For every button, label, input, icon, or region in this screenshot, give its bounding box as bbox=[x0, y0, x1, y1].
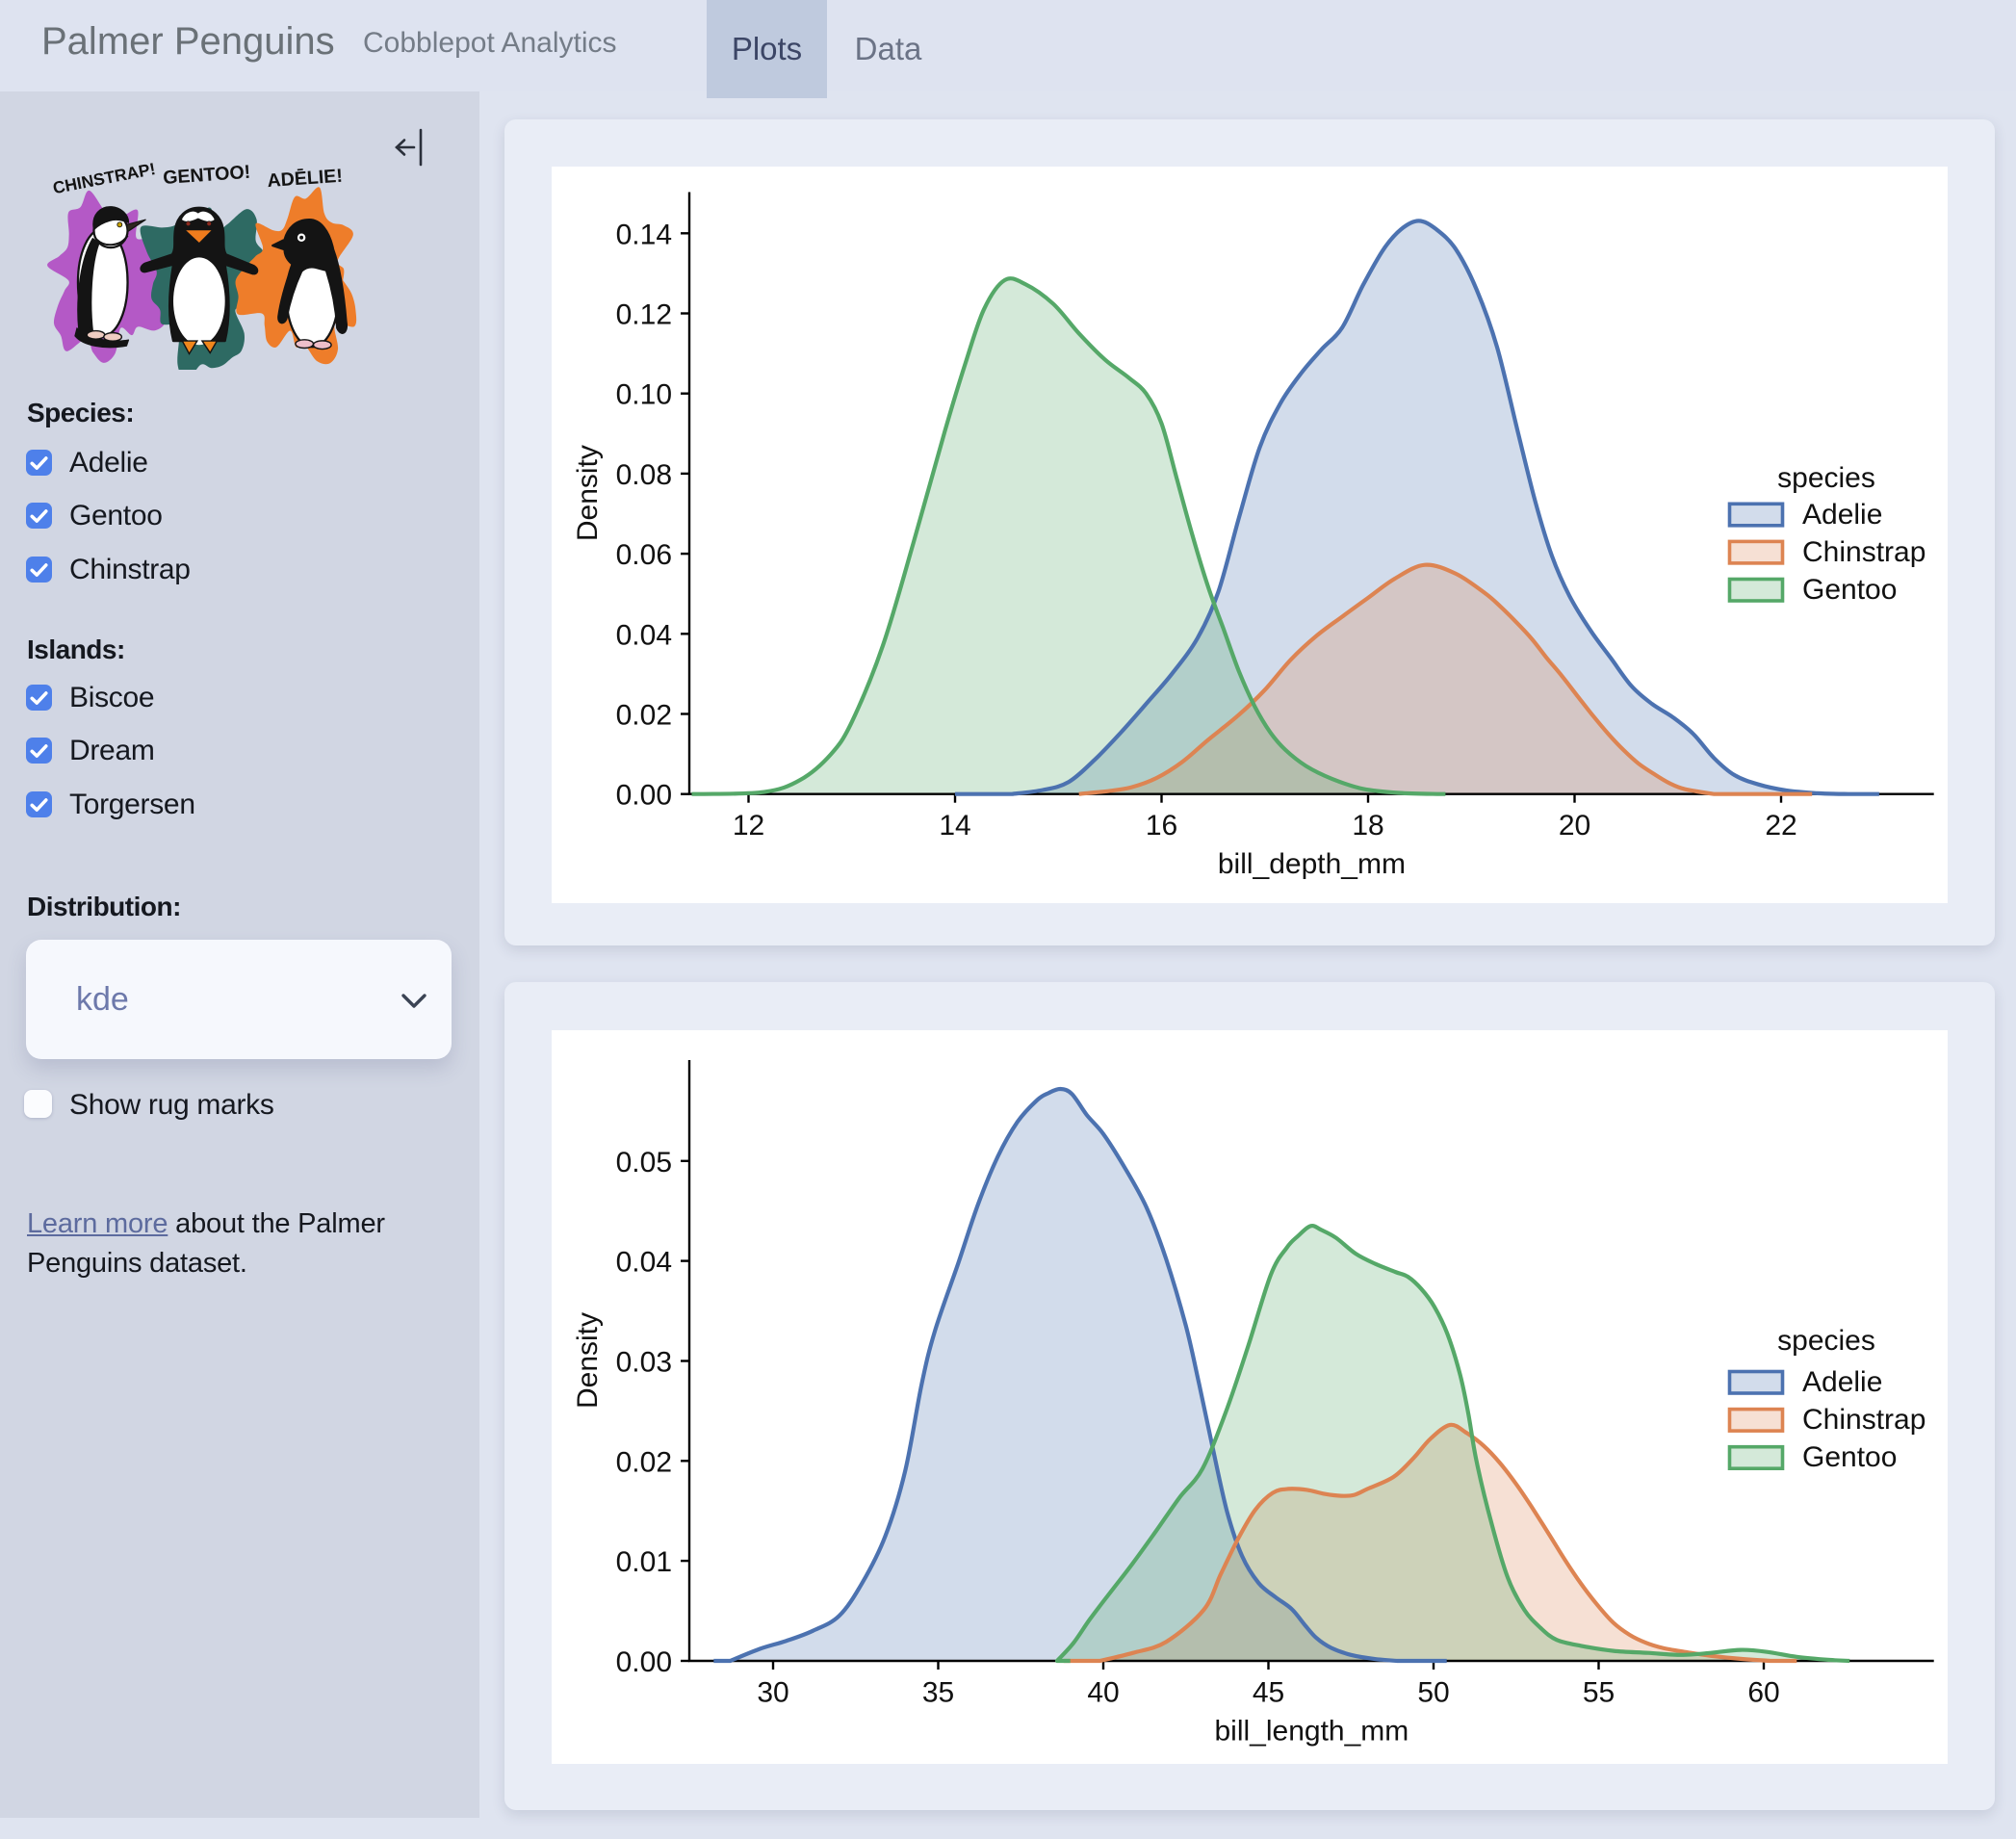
svg-text:18: 18 bbox=[1352, 810, 1383, 842]
svg-text:35: 35 bbox=[922, 1677, 954, 1709]
svg-text:CHINSTRAP!: CHINSTRAP! bbox=[51, 159, 157, 197]
svg-text:0.08: 0.08 bbox=[616, 459, 672, 491]
svg-text:50: 50 bbox=[1417, 1677, 1449, 1709]
svg-text:0.14: 0.14 bbox=[616, 219, 672, 250]
svg-text:Gentoo: Gentoo bbox=[1802, 574, 1897, 606]
svg-text:Adelie: Adelie bbox=[1802, 1366, 1882, 1398]
svg-text:Density: Density bbox=[572, 445, 604, 541]
svg-text:30: 30 bbox=[757, 1677, 788, 1709]
svg-text:0.04: 0.04 bbox=[616, 1247, 672, 1279]
svg-text:20: 20 bbox=[1559, 810, 1590, 842]
svg-text:bill_length_mm: bill_length_mm bbox=[1215, 1716, 1409, 1748]
svg-text:bill_depth_mm: bill_depth_mm bbox=[1218, 848, 1406, 880]
svg-text:Gentoo: Gentoo bbox=[1802, 1441, 1897, 1473]
svg-text:12: 12 bbox=[733, 810, 764, 842]
svg-text:Density: Density bbox=[572, 1312, 604, 1409]
svg-text:Chinstrap: Chinstrap bbox=[1802, 1404, 1926, 1436]
svg-text:Adelie: Adelie bbox=[1802, 499, 1882, 531]
svg-text:species: species bbox=[1777, 1325, 1875, 1357]
svg-text:55: 55 bbox=[1583, 1677, 1615, 1709]
svg-text:0.06: 0.06 bbox=[616, 539, 672, 571]
svg-text:species: species bbox=[1777, 462, 1875, 494]
svg-text:0.04: 0.04 bbox=[616, 619, 672, 651]
svg-text:45: 45 bbox=[1253, 1677, 1284, 1709]
svg-text:22: 22 bbox=[1765, 810, 1796, 842]
svg-text:0.00: 0.00 bbox=[616, 780, 672, 812]
svg-text:0.10: 0.10 bbox=[616, 379, 672, 411]
svg-text:0.02: 0.02 bbox=[616, 700, 672, 732]
svg-text:40: 40 bbox=[1087, 1677, 1119, 1709]
svg-text:14: 14 bbox=[939, 810, 970, 842]
svg-text:ADĒLIE!: ADĒLIE! bbox=[267, 166, 344, 192]
svg-text:0.03: 0.03 bbox=[616, 1347, 672, 1379]
svg-text:0.05: 0.05 bbox=[616, 1147, 672, 1179]
svg-text:60: 60 bbox=[1747, 1677, 1779, 1709]
svg-text:0.02: 0.02 bbox=[616, 1446, 672, 1478]
svg-text:GENTOO!: GENTOO! bbox=[163, 162, 251, 189]
svg-text:0.12: 0.12 bbox=[616, 299, 672, 331]
svg-text:Chinstrap: Chinstrap bbox=[1802, 536, 1926, 568]
svg-text:16: 16 bbox=[1146, 810, 1177, 842]
svg-text:0.01: 0.01 bbox=[616, 1546, 672, 1578]
svg-text:0.00: 0.00 bbox=[616, 1646, 672, 1678]
